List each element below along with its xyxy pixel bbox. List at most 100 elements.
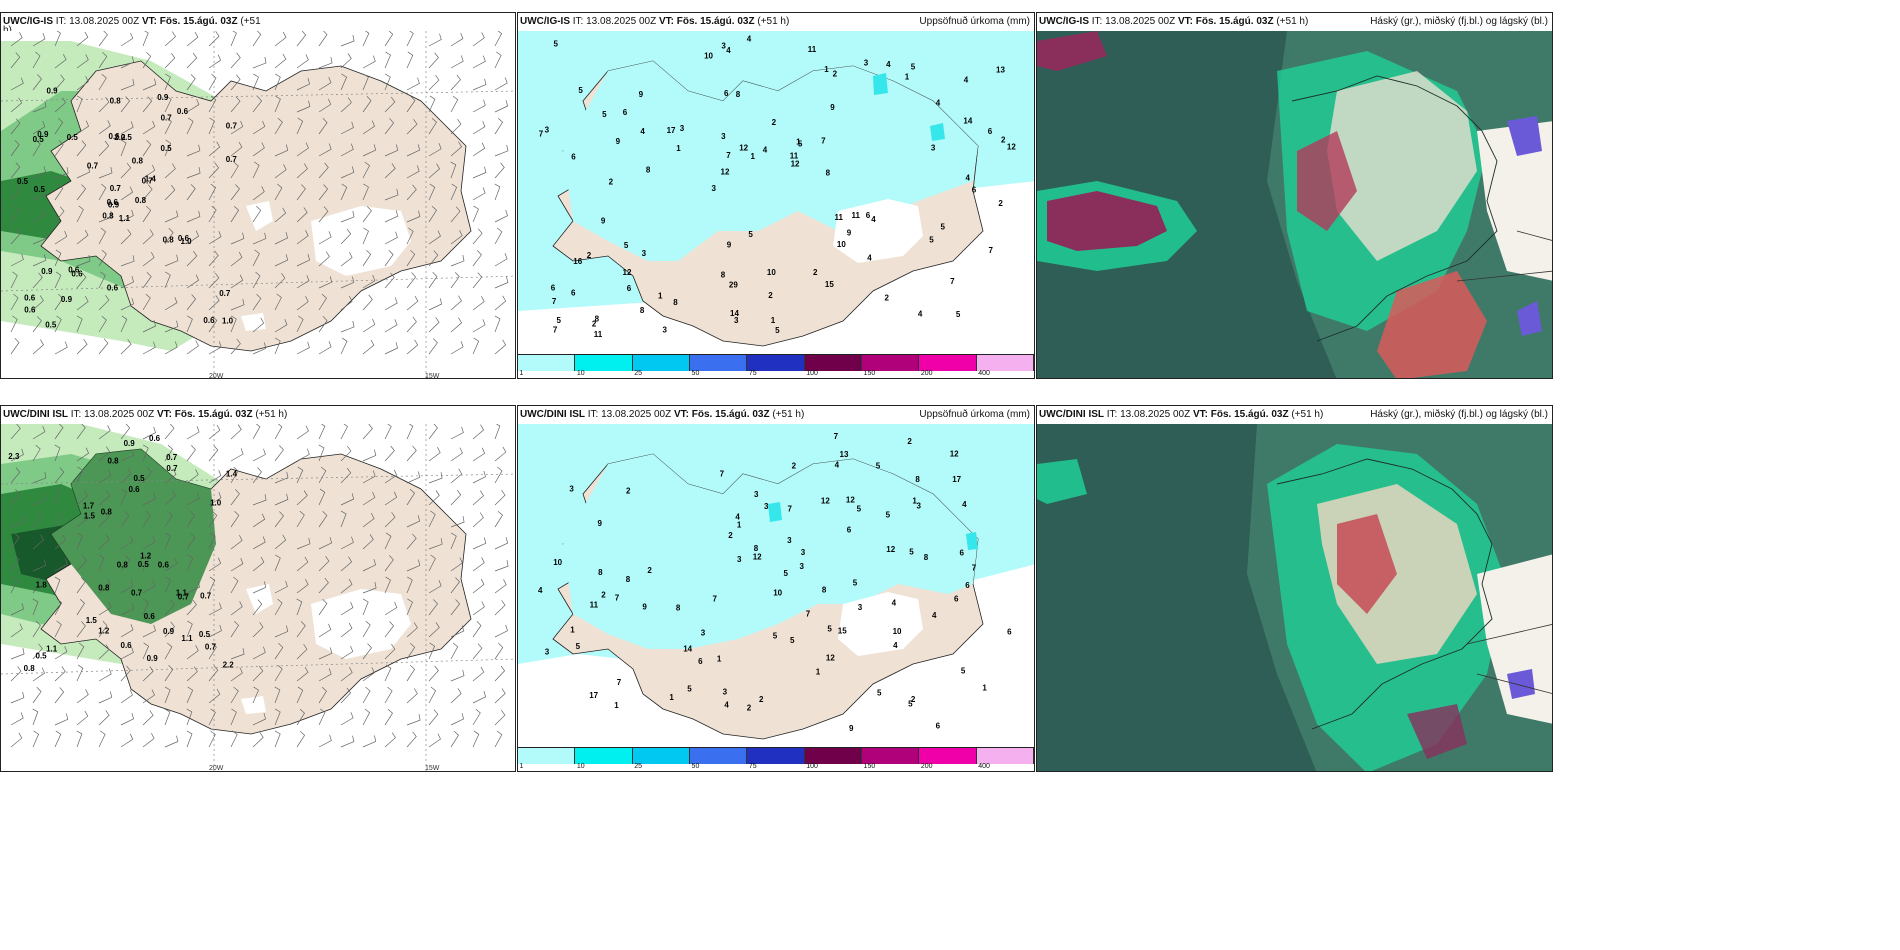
wind-barb [120, 298, 135, 311]
wind-barb [252, 599, 263, 616]
wind-barb [428, 709, 439, 726]
wind-barb [340, 320, 355, 333]
wind-barb [54, 687, 65, 704]
wind-barb [98, 469, 112, 484]
legend-label: 10 [576, 763, 585, 770]
value-label: 2.2 [114, 133, 126, 142]
lon-label-15w: 15W [425, 373, 440, 379]
value-label: 6 [1007, 628, 1012, 637]
wind-barb [76, 205, 84, 223]
wind-barb [340, 578, 353, 594]
wind-barb [362, 55, 376, 69]
value-label: 1 [982, 684, 987, 693]
legend-label: 400 [978, 763, 990, 770]
wind-barb [318, 466, 327, 484]
value-label: 2 [626, 487, 631, 496]
wind-barb [472, 512, 484, 528]
wind-barb [296, 598, 303, 616]
value-label: 1.4 [145, 174, 157, 183]
wind-barb [340, 183, 348, 201]
wind-barb [32, 425, 46, 440]
legend-swatch [919, 748, 977, 764]
wind-barb [10, 603, 25, 616]
wind-barb [32, 295, 44, 311]
value-label: 0.8 [117, 561, 129, 570]
wind-barb [472, 166, 487, 179]
wind-barb [340, 687, 352, 704]
wind-barb [340, 143, 354, 157]
wind-barb [32, 687, 42, 704]
value-label: 6 [571, 289, 576, 298]
panel-header: UWC/IG-IS IT: 13.08.2025 00Z VT: Fös. 15… [1039, 16, 1548, 27]
value-label: 0.9 [124, 439, 136, 448]
wind-barb [76, 184, 87, 201]
value-label: 1 [816, 667, 821, 676]
value-label: 3 [917, 502, 922, 511]
wind-barb [186, 730, 193, 748]
wind-barb [450, 713, 465, 726]
value-label: 1 [614, 701, 619, 710]
wind-barb [186, 98, 200, 113]
wind-barb [32, 74, 42, 91]
wind-barb [230, 708, 237, 726]
wind-barb [362, 424, 373, 440]
wind-barb [318, 251, 330, 267]
wind-barb [120, 209, 134, 223]
wind-barb [54, 558, 68, 572]
wind-barb [450, 341, 464, 355]
wind-barb [428, 599, 438, 616]
value-label: 1 [824, 65, 829, 74]
value-label: 1 [717, 655, 722, 664]
wind-barb [450, 577, 460, 594]
wind-barb [76, 598, 85, 616]
wind-barb [428, 733, 441, 748]
wind-barb [186, 144, 201, 157]
value-label: 0.6 [71, 269, 83, 278]
wind-barb [208, 424, 221, 440]
value-label: 4 [886, 60, 891, 69]
wind-barb [230, 232, 245, 245]
valid-time: Fös. 15.ágú. 03Z [159, 16, 238, 27]
wind-barb [32, 511, 43, 528]
wind-barb [494, 339, 507, 355]
wind-barb [340, 35, 355, 47]
wind-barb [164, 557, 178, 572]
wind-barb [208, 665, 219, 682]
wind-barb [340, 53, 352, 69]
wind-barb [362, 708, 371, 726]
value-label: 11 [808, 45, 817, 54]
wind-barb [274, 95, 281, 113]
wind-barb [296, 230, 309, 245]
wind-barb [384, 31, 394, 47]
wind-barb [142, 139, 152, 157]
value-label: 12 [721, 168, 730, 177]
value-label: 0.7 [166, 464, 178, 473]
wind-barb [362, 96, 372, 113]
wind-barb [76, 140, 87, 157]
wind-barb [252, 232, 267, 245]
cloud-map [1037, 424, 1552, 771]
wind-barb [274, 318, 288, 333]
wind-barb [362, 582, 377, 594]
wind-barb [428, 317, 440, 333]
wind-barb [186, 340, 199, 355]
wind-barb [208, 95, 217, 113]
value-label: 11 [590, 601, 599, 610]
wind-barb [406, 559, 421, 572]
value-label: 3 [721, 132, 726, 141]
value-label: 4 [763, 146, 768, 155]
value-label: 5 [876, 462, 881, 471]
wind-barb [230, 31, 237, 47]
wind-barb [120, 646, 134, 660]
wind-barb [274, 31, 287, 47]
wind-barb [340, 493, 355, 506]
wind-barb [10, 576, 19, 594]
wind-barb [450, 74, 461, 91]
wind-barb [274, 642, 284, 660]
wind-barb [428, 143, 442, 157]
wind-barb [142, 666, 154, 682]
wind-barb [98, 668, 112, 682]
value-label: 0.6 [68, 266, 80, 275]
wind-barb [10, 77, 24, 91]
value-label: 0.7 [110, 184, 122, 193]
